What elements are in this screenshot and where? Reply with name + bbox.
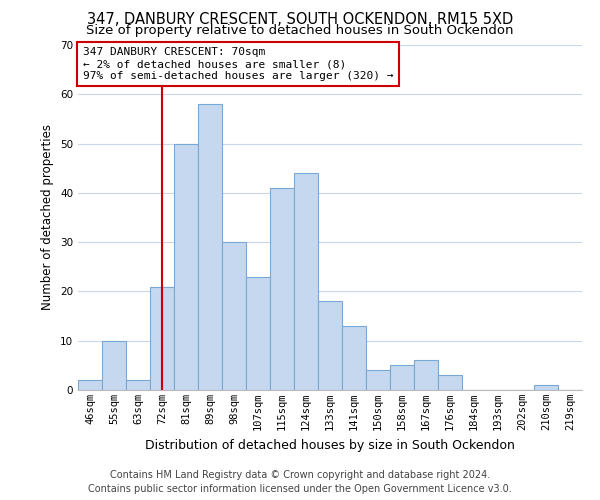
Bar [390, 366, 414, 390]
Bar [414, 360, 438, 390]
Text: 347, DANBURY CRESCENT, SOUTH OCKENDON, RM15 5XD: 347, DANBURY CRESCENT, SOUTH OCKENDON, R… [87, 12, 513, 28]
Bar [78, 380, 102, 390]
Bar [534, 385, 558, 390]
Bar [294, 173, 318, 390]
Y-axis label: Number of detached properties: Number of detached properties [41, 124, 55, 310]
Bar [366, 370, 390, 390]
Bar [198, 104, 222, 390]
X-axis label: Distribution of detached houses by size in South Ockendon: Distribution of detached houses by size … [145, 438, 515, 452]
Bar [102, 340, 126, 390]
Text: 347 DANBURY CRESCENT: 70sqm
← 2% of detached houses are smaller (8)
97% of semi-: 347 DANBURY CRESCENT: 70sqm ← 2% of deta… [83, 48, 394, 80]
Bar [438, 375, 462, 390]
Bar [246, 276, 270, 390]
Text: Contains HM Land Registry data © Crown copyright and database right 2024.
Contai: Contains HM Land Registry data © Crown c… [88, 470, 512, 494]
Bar [342, 326, 366, 390]
Text: Size of property relative to detached houses in South Ockendon: Size of property relative to detached ho… [86, 24, 514, 37]
Bar [126, 380, 150, 390]
Bar [174, 144, 198, 390]
Bar [150, 286, 174, 390]
Bar [222, 242, 246, 390]
Bar [270, 188, 294, 390]
Bar [318, 302, 342, 390]
